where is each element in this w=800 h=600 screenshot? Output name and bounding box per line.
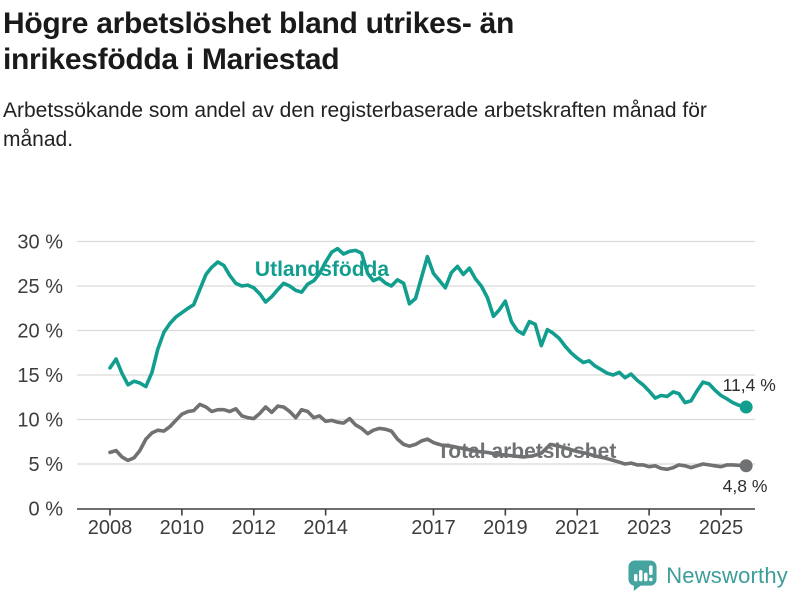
chart-header: Högre arbetslöshet bland utrikes- än inr… xyxy=(3,6,797,154)
x-axis-label: 2021 xyxy=(555,517,600,539)
total-arbetsloshet-end-value-label: 4,8 % xyxy=(723,476,768,496)
x-axis-label: 2023 xyxy=(627,517,672,539)
chart-subtitle: Arbetssökande som andel av den registerb… xyxy=(3,99,707,151)
utlandsfodda-series-label: Utlandsfödda xyxy=(255,258,389,281)
x-axis-label: 2017 xyxy=(411,517,456,539)
total-arbetsloshet-series-label: Total arbetslöshet xyxy=(437,440,616,463)
y-axis-label: 15 % xyxy=(17,365,63,387)
total-arbetsloshet-line xyxy=(108,402,748,472)
total-arbetsloshet-end-dot xyxy=(739,459,753,473)
newsworthy-logo[interactable]: Newsworthy xyxy=(627,559,788,592)
x-axis-label: 2014 xyxy=(303,517,348,539)
utlandsfodda-end-dot xyxy=(739,400,753,414)
y-axis-label: 10 % xyxy=(17,410,63,432)
x-axis-label: 2010 xyxy=(160,517,205,539)
x-axis-label: 2008 xyxy=(88,517,133,539)
page-title: Högre arbetslöshet bland utrikes- än inr… xyxy=(3,6,797,78)
x-axis-label: 2025 xyxy=(699,517,744,539)
title-line-2: inrikesfödda i Mariestad xyxy=(3,43,340,76)
x-axis-label: 2012 xyxy=(232,517,277,539)
y-axis-label: 30 % xyxy=(17,232,63,254)
title-line-1: Högre arbetslöshet bland utrikes- än xyxy=(3,7,514,40)
y-axis-label: 25 % xyxy=(17,276,63,298)
newsworthy-bubble-icon xyxy=(628,560,657,591)
utlandsfodda-end-value-label: 11,4 % xyxy=(723,375,776,395)
x-axis-label: 2019 xyxy=(483,517,528,539)
y-axis-label: 0 % xyxy=(29,499,64,521)
y-axis-label: 5 % xyxy=(29,454,64,476)
newsworthy-wordmark: Newsworthy xyxy=(666,562,788,588)
utlandsfodda-line xyxy=(108,246,748,409)
y-axis-label: 20 % xyxy=(17,321,63,343)
